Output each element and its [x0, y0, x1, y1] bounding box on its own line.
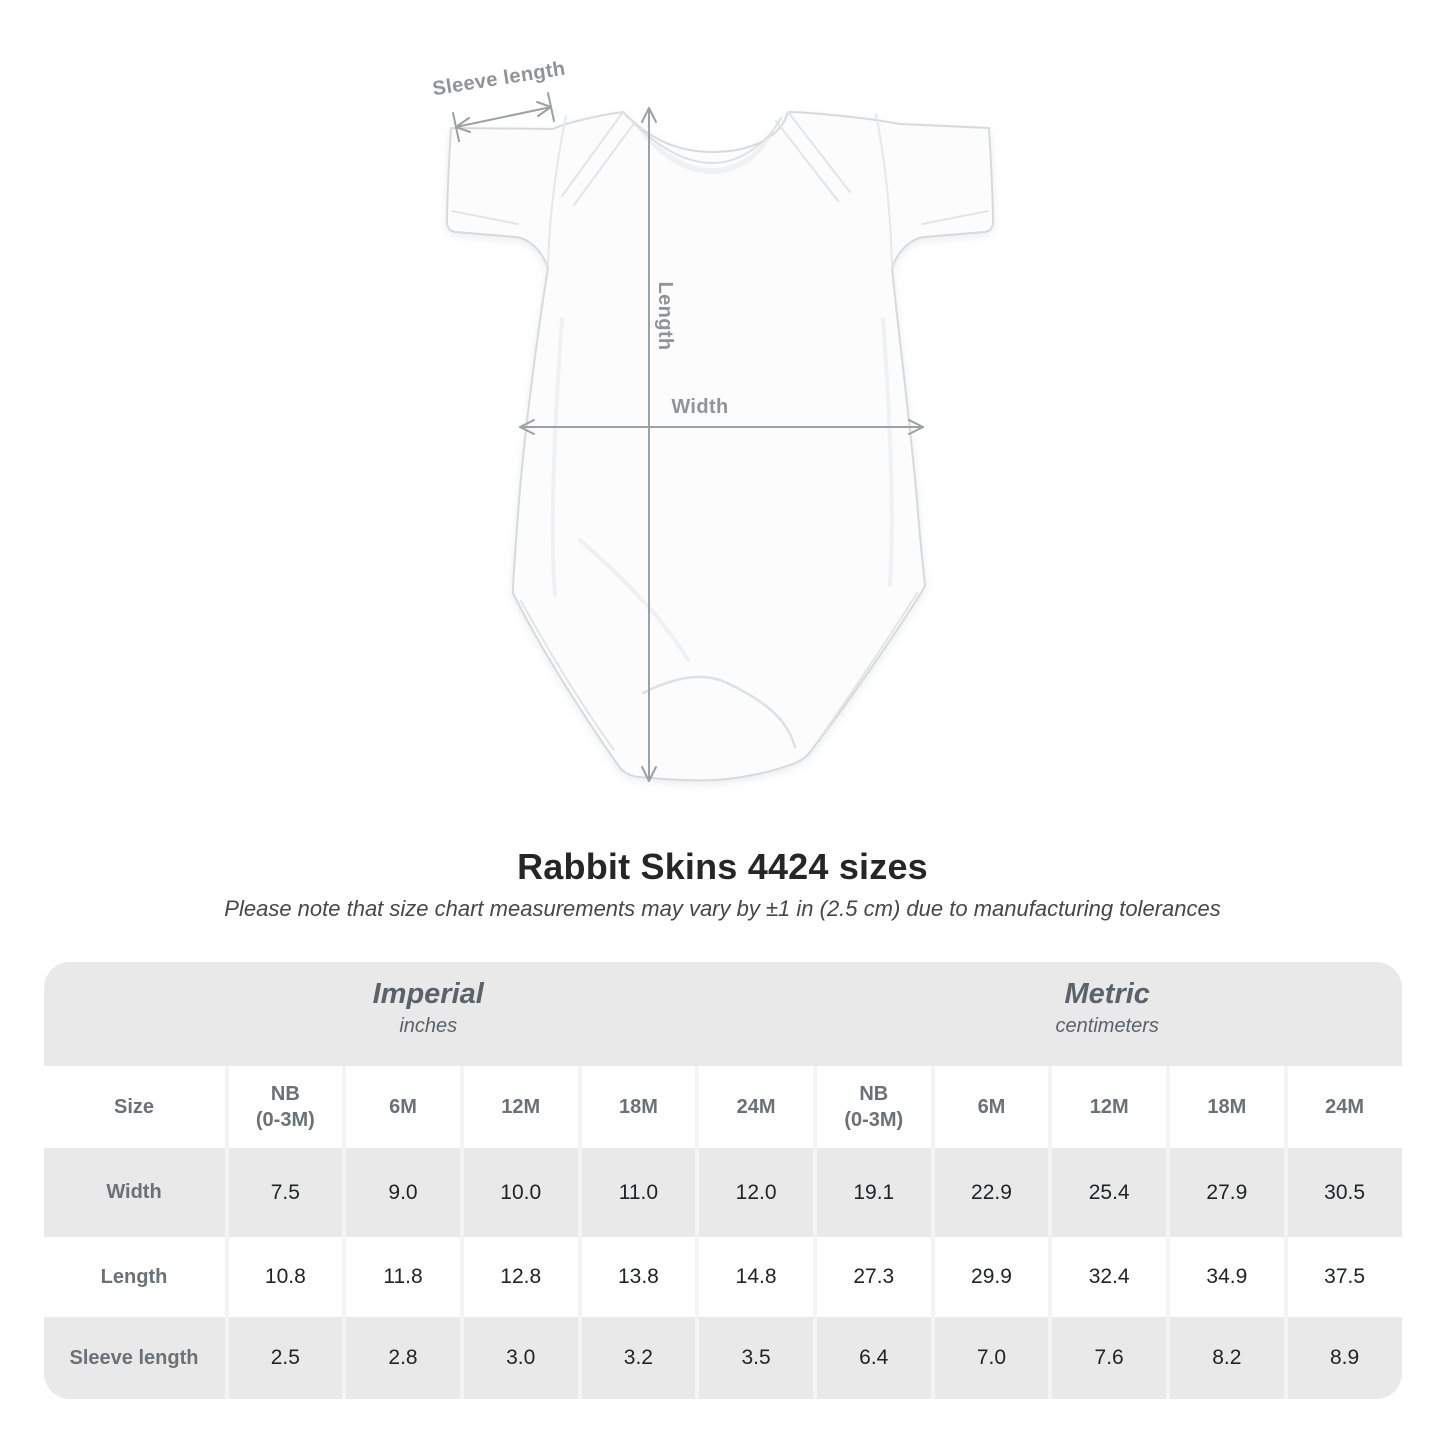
length-value: 27.3	[812, 1237, 931, 1317]
size-header-row: Size NB (0-3M) 6M 12M 18M 24M NB (0-3M) …	[43, 1066, 1402, 1148]
width-dimension-line	[519, 419, 924, 435]
sleeve-value: 7.0	[930, 1317, 1049, 1399]
size-table: Imperial inches Metric centimeters Size …	[43, 962, 1402, 1399]
onesie-body	[446, 111, 994, 782]
metric-title: Metric	[1064, 978, 1150, 1010]
sleeve-value: 8.9	[1283, 1317, 1402, 1399]
col-header: 18M	[577, 1066, 696, 1148]
unit-band-row: Imperial inches Metric centimeters	[43, 962, 1402, 1066]
fabric-folds	[550, 318, 894, 662]
length-value: 11.8	[342, 1237, 460, 1317]
imperial-band: Imperial inches	[43, 962, 813, 1066]
length-label: Length	[654, 281, 676, 351]
length-value: 14.8	[695, 1237, 813, 1317]
size-header: Size	[43, 1066, 225, 1148]
imperial-unit: inches	[399, 1015, 458, 1037]
width-value: 25.4	[1048, 1148, 1166, 1237]
length-value: 37.5	[1283, 1237, 1402, 1317]
sleeve-length-row: Sleeve length 2.5 2.8 3.0 3.2 3.5 6.4 7.…	[43, 1317, 1402, 1399]
length-value: 34.9	[1166, 1237, 1284, 1317]
sleeve-value: 3.2	[577, 1317, 696, 1399]
row-label: Length	[43, 1237, 225, 1317]
width-value: 11.0	[577, 1148, 696, 1237]
sleeve-value: 7.6	[1048, 1317, 1166, 1399]
width-value: 30.5	[1283, 1148, 1402, 1237]
tolerance-note: Please note that size chart measurements…	[224, 896, 1221, 921]
width-label: Width	[671, 396, 729, 418]
neck-opening-shadow	[634, 121, 777, 174]
onesie-measurement-diagram: Sleeve length Length Width	[431, 58, 994, 782]
col-header: NB (0-3M)	[812, 1066, 931, 1148]
col-header: 6M	[342, 1066, 460, 1148]
width-value: 27.9	[1166, 1148, 1284, 1237]
row-label: Sleeve length	[43, 1317, 225, 1399]
size-table-container: Imperial inches Metric centimeters Size …	[43, 962, 1402, 1399]
width-value: 9.0	[342, 1148, 460, 1237]
row-label: Width	[43, 1148, 225, 1237]
width-value: 12.0	[695, 1148, 813, 1237]
sleeve-value: 8.2	[1166, 1317, 1284, 1399]
col-header: 24M	[695, 1066, 813, 1148]
length-value: 29.9	[930, 1237, 1049, 1317]
length-value: 10.8	[224, 1237, 343, 1317]
width-value: 7.5	[224, 1148, 343, 1237]
length-dimension-line	[641, 107, 657, 782]
col-header: 12M	[1048, 1066, 1166, 1148]
sleeve-value: 2.8	[342, 1317, 460, 1399]
width-value: 22.9	[930, 1148, 1049, 1237]
width-value: 19.1	[812, 1148, 931, 1237]
page-title: Rabbit Skins 4424 sizes	[517, 846, 928, 887]
sleeve-value: 3.0	[459, 1317, 578, 1399]
col-header: 18M	[1166, 1066, 1284, 1148]
metric-unit: centimeters	[1055, 1015, 1159, 1037]
metric-band: Metric centimeters	[812, 962, 1402, 1066]
sleeve-value: 3.5	[695, 1317, 813, 1399]
sleeve-dimension-line	[452, 92, 555, 142]
imperial-title: Imperial	[372, 978, 484, 1010]
sleeve-value: 6.4	[812, 1317, 931, 1399]
col-header: 12M	[459, 1066, 578, 1148]
sleeve-value: 2.5	[224, 1317, 343, 1399]
width-value: 10.0	[459, 1148, 578, 1237]
onesie-graphic	[446, 92, 994, 782]
length-value: 32.4	[1048, 1237, 1166, 1317]
width-row: Width 7.5 9.0 10.0 11.0 12.0 19.1 22.9 2…	[43, 1148, 1402, 1237]
col-header: NB (0-3M)	[224, 1066, 343, 1148]
length-value: 12.8	[459, 1237, 578, 1317]
length-row: Length 10.8 11.8 12.8 13.8 14.8 27.3 29.…	[43, 1237, 1402, 1317]
length-value: 13.8	[577, 1237, 696, 1317]
col-header: 24M	[1283, 1066, 1402, 1148]
onesie-seams	[451, 111, 989, 751]
col-header: 6M	[930, 1066, 1049, 1148]
